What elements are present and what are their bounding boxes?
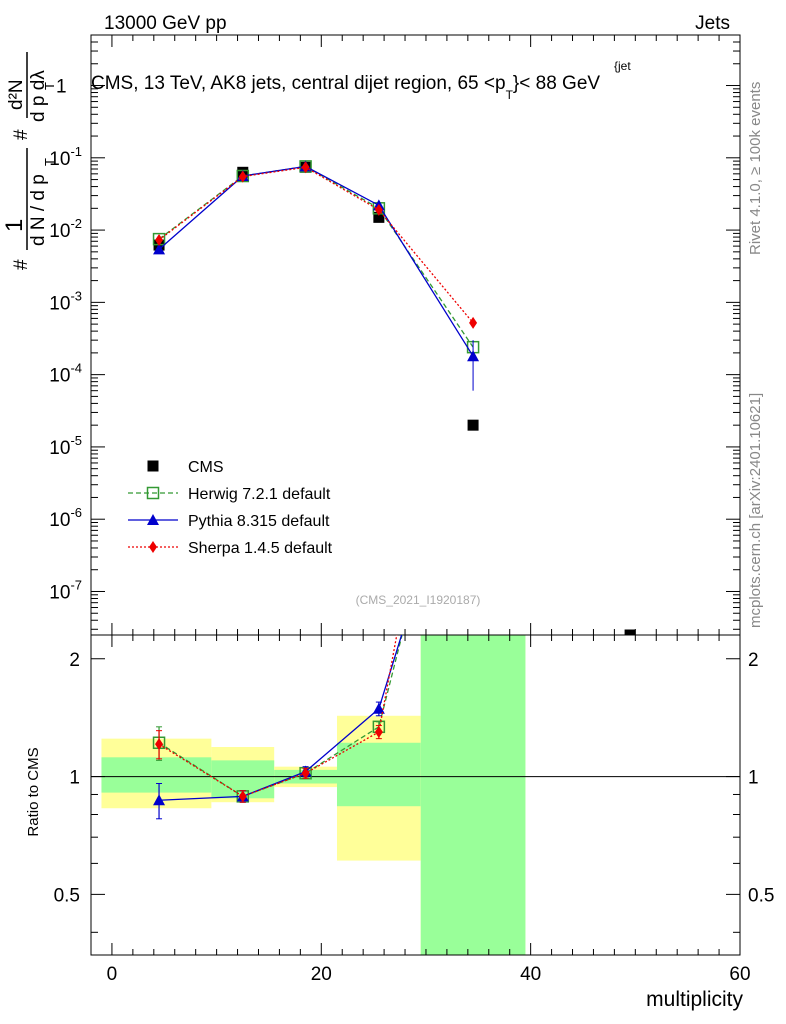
sherpa-main-line [158, 166, 474, 324]
rivet-version-label: Rivet 4.1.0, ≥ 100k events [747, 82, 764, 255]
y-tick-label: 10-1 [49, 144, 82, 170]
y-label-hash2: # [11, 129, 32, 140]
pythia-main-point [467, 350, 480, 362]
pythia-ratio-point [153, 794, 166, 806]
sherpa-ratio-point [374, 725, 383, 738]
ratio-panel-marks [152, 217, 479, 820]
y-tick-label: 10-4 [49, 361, 82, 387]
y-label-denominator-sub: T [42, 158, 57, 166]
pythia-main-point [153, 243, 166, 255]
legend: CMS Herwig 7.2.1 default Pythia 8.315 defa… [128, 459, 333, 557]
plot-title-tail: }< 88 GeV [513, 73, 600, 94]
band-inner-bin-4 [420, 635, 526, 955]
legend-marker-herwig [146, 486, 160, 500]
y-tick-label: 10-7 [49, 577, 82, 603]
y-tick-label: 10-2 [49, 216, 82, 242]
y-label-d2n: d²N [6, 79, 27, 110]
sherpa-main-point [469, 316, 478, 329]
legend-marker-sherpa [149, 541, 157, 553]
ratio-y-tick-label-right: 0.5 [748, 885, 774, 906]
plot-title-main: CMS, 13 TeV, AK8 jets, central dijet reg… [91, 73, 506, 94]
herwig-main-line [158, 165, 474, 348]
cms-main-point [467, 419, 479, 431]
band-inner-bin-3 [336, 742, 421, 807]
collision-label: 13000 GeV pp [104, 13, 227, 34]
y-tick-label: 1 [56, 77, 67, 98]
analysis-watermark: (CMS_2021_I1920187) [356, 593, 481, 607]
sherpa-ratio-point [469, 217, 477, 229]
plot-title-sub: T [506, 88, 514, 102]
y-label-one: 1 [1, 219, 28, 232]
sherpa-main-point [238, 170, 247, 183]
x-tick-label: 0 [107, 964, 118, 985]
y-label-dpt-dlambda: d p dλ [28, 70, 49, 122]
legend-label-pythia: Pythia 8.315 default [188, 513, 330, 530]
cms-main-point [624, 629, 636, 635]
legend-marker-cms [147, 460, 159, 472]
sherpa-ratio-point [301, 767, 310, 780]
sherpa-ratio-point [238, 790, 247, 803]
ratio-uncertainty-bands [91, 635, 740, 955]
y-tick-label: 10-3 [49, 288, 82, 314]
pythia-ratio-point [372, 702, 385, 714]
ratio-y-tick-label: 0.5 [54, 885, 80, 906]
sherpa-main-point [374, 203, 383, 216]
y-label-num-hash: # [11, 259, 32, 270]
main-panel-marks [152, 160, 636, 635]
x-tick-label: 60 [729, 964, 750, 985]
main-y-axis-label: # 1 d N / d p T # d²N d p dλ T [1, 52, 57, 270]
y-label-denominator: d N / d p [28, 174, 49, 246]
data-marks [152, 160, 636, 820]
ratio-y-tick-label-right: 2 [748, 650, 759, 671]
legend-label-cms: CMS [188, 459, 224, 476]
legend-marker-pythia [147, 514, 159, 525]
legend-label-sherpa: Sherpa 1.4.5 default [188, 540, 333, 557]
x-axis-label: multiplicity [646, 988, 743, 1011]
pythia-ratio-point [467, 397, 479, 408]
ratio-panel-frame [90, 634, 741, 956]
ratio-y-axis-label: Ratio to CMS [25, 747, 42, 836]
cms-main-point [373, 211, 385, 223]
plot-title: CMS, 13 TeV, AK8 jets, central dijet reg… [91, 73, 600, 102]
category-label: Jets [695, 13, 730, 34]
pythia-main-line [158, 165, 474, 357]
y-tick-label: 10-5 [49, 433, 82, 459]
sherpa-ratio-point [155, 738, 164, 751]
sherpa-main-point [301, 161, 310, 174]
legend-label-herwig: Herwig 7.2.1 default [188, 486, 331, 503]
mcplots-reference-label: mcplots.cern.ch [arXiv:2401.10621] [747, 393, 764, 628]
ratio-y-tick-label-right: 1 [748, 768, 759, 789]
sherpa-main-point [155, 233, 164, 246]
x-tick-label: 20 [311, 964, 332, 985]
plot-title-sup: {jet [614, 59, 631, 73]
y-label-dpt-sub: T [42, 82, 57, 90]
axis-ticks: 0 20 40 60 10-7 10-6 10-5 10-4 10-3 10-2 10-1 1 0.5 0… [49, 34, 774, 985]
ratio-y-tick-label: 2 [69, 650, 80, 671]
ratio-y-tick-label: 1 [69, 768, 80, 789]
band-inner-bin-0 [101, 757, 212, 793]
x-tick-label: 40 [520, 964, 541, 985]
y-tick-label: 10-6 [49, 505, 82, 531]
